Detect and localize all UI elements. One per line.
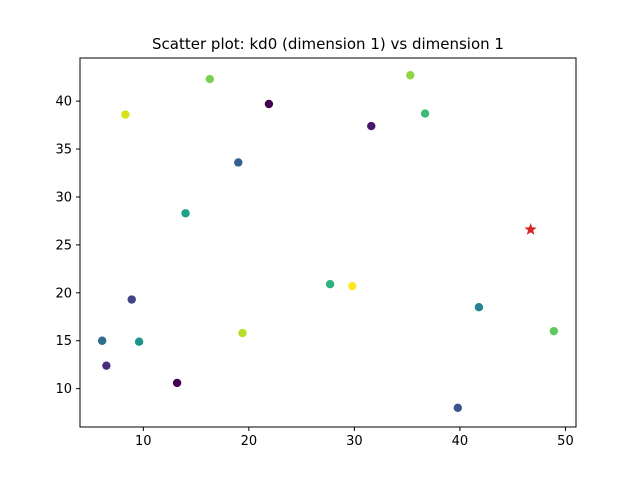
data-point-18 [348, 281, 357, 291]
x-tick-label-30: 30 [346, 434, 363, 449]
data-point-6 [234, 158, 243, 167]
data-point-2 [367, 121, 376, 131]
data-point-10 [181, 209, 190, 218]
plot-area-frame [79, 57, 577, 428]
highlight-star-marker [524, 223, 537, 235]
x-tick-label-10: 10 [135, 434, 152, 449]
data-point-16 [238, 328, 247, 338]
data-point-5 [453, 403, 463, 413]
y-tick-label-30: 30 [55, 190, 72, 205]
y-tick-label-20: 20 [55, 286, 72, 301]
y-tick-label-15: 15 [55, 334, 72, 349]
x-tick-label-40: 40 [452, 434, 469, 449]
data-point-1 [172, 378, 182, 388]
data-point-9 [134, 337, 144, 346]
data-point-17 [121, 110, 130, 119]
data-point-8 [474, 302, 484, 312]
x-tick-label-20: 20 [241, 434, 258, 449]
y-tick-label-35: 35 [55, 143, 72, 158]
data-point-3 [102, 361, 111, 370]
x-axis-ticks: 10 20 30 40 50 [135, 427, 574, 449]
y-axis-ticks: 10 15 20 25 30 35 40 [55, 95, 80, 397]
data-point-15 [406, 71, 415, 80]
y-tick-label-40: 40 [55, 95, 72, 110]
data-point-11 [325, 279, 335, 289]
chart-title: Scatter plot: kd0 (dimension 1) vs dimen… [152, 35, 504, 53]
data-point-7 [97, 336, 107, 345]
highlight-marker-group [524, 223, 537, 235]
data-point-13 [549, 326, 559, 336]
data-point-12 [420, 109, 430, 118]
y-tick-label-10: 10 [55, 382, 72, 397]
data-points [97, 71, 559, 413]
data-point-4 [127, 295, 136, 304]
data-point-0 [264, 99, 274, 109]
x-tick-label-50: 50 [557, 434, 574, 449]
data-point-14 [205, 74, 215, 84]
y-tick-label-25: 25 [55, 238, 72, 253]
